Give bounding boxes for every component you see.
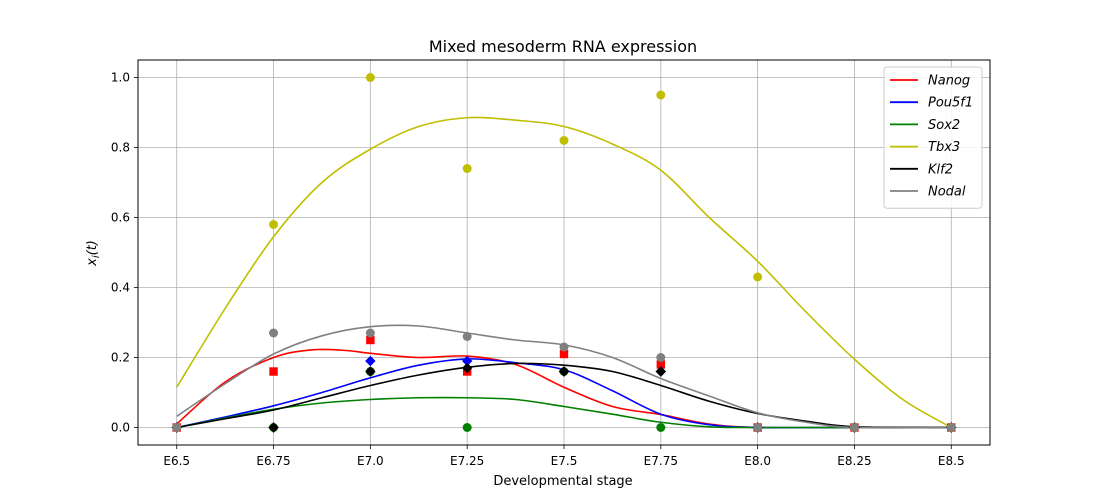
- y-axis-label: xi(t): [85, 240, 102, 267]
- series-line-nodal: [176, 324, 952, 429]
- legend-label-tbx3: Tbx3: [928, 140, 960, 155]
- x-tick-label: E8.0: [744, 454, 771, 468]
- legend: Nanog Pou5f1 Sox2 Tbx3 Klf2 Nodal: [883, 66, 983, 209]
- data-point-klf2: [365, 366, 376, 377]
- y-tick-label: 0.2: [111, 351, 130, 365]
- data-point-nodal: [172, 423, 182, 432]
- legend-label-nodal: Nodal: [928, 185, 966, 200]
- data-point-nodal: [365, 328, 375, 338]
- legend-label-klf2: Klf2: [928, 162, 953, 177]
- data-point-nanog: [656, 360, 666, 369]
- x-tick-label: E8.25: [837, 454, 871, 468]
- legend-label-sox2: Sox2: [928, 118, 960, 133]
- y-tick-label: 0.4: [111, 281, 130, 295]
- y-tick-label: 0.8: [111, 141, 130, 155]
- data-point-nodal: [656, 353, 666, 362]
- data-point-nodal: [946, 423, 956, 432]
- data-point-sox2: [656, 423, 666, 432]
- y-tick-label: 0.0: [111, 421, 130, 435]
- data-point-pou5f1: [365, 355, 376, 367]
- data-point-nanog: [366, 335, 375, 345]
- data-point-pou5f1: [461, 355, 473, 367]
- x-axis-ticks: E6.5 E6.75 E7.0 E7.25 E7.5 E7.75 E8.0 E8.25 E8.5: [163, 445, 965, 468]
- legend-label-nanog: Nanog: [928, 74, 970, 89]
- svg-text:xi(t): xi(t): [85, 240, 102, 267]
- x-tick-label: E6.5: [163, 454, 190, 468]
- data-point-nodal: [559, 342, 569, 352]
- data-point-tbx3: [656, 90, 666, 100]
- x-tick-label: E7.0: [357, 454, 384, 468]
- data-point-nodal: [849, 423, 859, 432]
- data-point-klf2: [655, 366, 667, 377]
- x-tick-label: E6.75: [256, 454, 290, 468]
- y-axis-ticks: 0.0 0.2 0.4 0.6 0.8 1.0: [111, 71, 138, 435]
- chart-title: Mixed mesoderm RNA expression: [429, 37, 697, 56]
- data-point-klf2: [558, 366, 570, 377]
- data-point-tbx3: [269, 220, 279, 229]
- legend-label-pou5f1: Pou5f1: [928, 96, 973, 111]
- data-point-nanog: [559, 349, 569, 359]
- data-point-tbx3: [365, 73, 375, 82]
- data-point-nodal: [269, 328, 279, 338]
- data-point-tbx3: [462, 164, 472, 173]
- x-tick-label: E8.5: [938, 454, 965, 468]
- y-tick-label: 1.0: [111, 71, 130, 85]
- data-point-klf2: [268, 422, 279, 433]
- data-point-nodal: [753, 423, 763, 432]
- curves: [176, 116, 952, 429]
- data-point-nanog: [269, 367, 278, 376]
- data-point-tbx3: [559, 136, 569, 145]
- x-tick-label: E7.25: [450, 454, 484, 468]
- markers: [171, 73, 957, 433]
- data-point-sox2: [462, 423, 472, 432]
- data-point-tbx3: [753, 272, 763, 282]
- series-line-tbx3: [176, 116, 952, 429]
- x-axis-label: Developmental stage: [493, 474, 632, 489]
- x-tick-label: E7.75: [644, 454, 678, 468]
- data-point-nodal: [462, 332, 472, 341]
- y-tick-label: 0.6: [111, 211, 130, 225]
- data-point-klf2: [461, 362, 473, 374]
- x-tick-label: E7.5: [551, 454, 578, 468]
